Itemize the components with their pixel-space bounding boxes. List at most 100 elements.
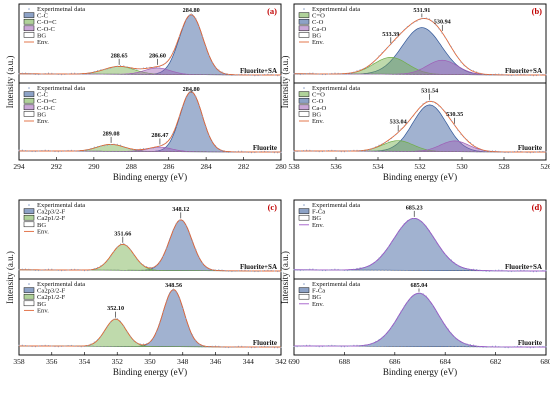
legend-entry: Ca-O [312, 26, 327, 33]
legend-entry: Experimetnal data [37, 85, 85, 92]
experimental-point [234, 270, 236, 272]
experimental-point [273, 152, 275, 154]
experimental-point [80, 73, 82, 75]
experimental-point [254, 347, 256, 349]
experimental-point [299, 150, 301, 152]
experimental-point [532, 271, 534, 273]
experimental-point [425, 17, 427, 19]
experimental-point [25, 72, 27, 74]
sample-label: Fluorite+SA [240, 263, 277, 271]
experimental-point [41, 269, 43, 271]
experimental-point [447, 41, 449, 43]
experimental-point [435, 24, 437, 26]
experimental-point [397, 232, 399, 234]
experimental-point [403, 28, 405, 30]
experimental-point [80, 269, 82, 271]
experimental-point [409, 119, 412, 121]
peak-label: 286.60 [149, 52, 166, 59]
experimental-point [331, 72, 333, 74]
legend-entry: BG [37, 301, 46, 308]
experimental-point [542, 73, 544, 75]
experimental-point [129, 249, 131, 251]
experimental-point [106, 144, 108, 146]
experimental-point [205, 346, 207, 348]
legend-entry: Experimental data [312, 202, 360, 209]
legend: Experimental dataCa2p3/2-FCa2p1/2-FBGEnv… [23, 202, 85, 235]
legend-entry: Env. [312, 39, 324, 46]
experimental-point [103, 68, 105, 70]
legend-entry: Env. [37, 39, 49, 46]
experimental-point [126, 66, 128, 68]
experimental-point [110, 256, 112, 258]
experimental-point [309, 344, 311, 346]
experimental-point [469, 344, 471, 346]
experimental-point [460, 61, 462, 63]
experimental-point [422, 17, 424, 19]
x-tick-label: 344 [243, 357, 255, 366]
legend-marker [303, 8, 305, 10]
experimental-point [264, 269, 266, 272]
x-tick-label: 358 [13, 357, 25, 366]
experimental-point [501, 151, 503, 153]
experimental-point [309, 72, 311, 74]
experimental-point [501, 346, 503, 348]
experimental-point [77, 345, 79, 348]
x-tick-label: 534 [372, 162, 384, 171]
experimental-point [520, 345, 522, 347]
experimental-point [113, 143, 115, 145]
experimental-point [507, 74, 509, 77]
x-tick-label: 348 [177, 357, 189, 366]
experimental-point [110, 321, 112, 323]
experimental-point [280, 346, 282, 349]
experimental-point [61, 150, 63, 152]
experimental-point [257, 75, 259, 77]
experimental-point [359, 267, 361, 269]
legend-marker [298, 287, 310, 293]
experimental-point [18, 269, 20, 271]
experimental-point [328, 73, 330, 75]
experimental-point [250, 347, 253, 349]
experimental-point [485, 346, 487, 348]
legend-entry: Env. [312, 222, 324, 229]
experimental-point [188, 327, 190, 329]
experimental-point [413, 218, 415, 220]
experimental-point [482, 73, 484, 75]
x-tick-label: 690 [288, 357, 300, 366]
experimental-point [74, 72, 76, 74]
experimental-point [545, 151, 547, 153]
experimental-point [331, 268, 333, 271]
experimental-point [165, 61, 167, 63]
experimental-point [182, 307, 184, 309]
experimental-point [356, 267, 358, 269]
experimental-point [270, 269, 272, 271]
experimental-point [529, 347, 531, 349]
experimental-point [83, 345, 86, 348]
experimental-point [406, 122, 408, 124]
experimental-point [277, 75, 279, 77]
experimental-point [244, 73, 246, 75]
peak-label: 286.47 [151, 132, 168, 139]
experimental-point [356, 70, 358, 72]
experimental-point [264, 345, 266, 347]
experimental-point [228, 347, 230, 349]
experimental-point [413, 22, 415, 24]
experimental-point [419, 19, 421, 21]
experimental-point [391, 327, 393, 329]
experimental-point [264, 150, 266, 152]
experimental-point [356, 149, 358, 151]
experimental-point [228, 151, 230, 153]
experimental-point [123, 325, 125, 327]
experimental-point [270, 73, 272, 76]
experimental-point [126, 147, 128, 149]
experimental-point [545, 73, 547, 75]
experimental-point [178, 36, 181, 38]
experimental-point [328, 269, 330, 271]
experimental-point [175, 125, 177, 127]
experimental-point [198, 256, 200, 258]
experimental-point [100, 265, 102, 267]
experimental-point [416, 219, 418, 221]
experimental-point [400, 227, 402, 229]
sample-label: Fluorite [253, 339, 277, 347]
experimental-point [299, 74, 301, 76]
